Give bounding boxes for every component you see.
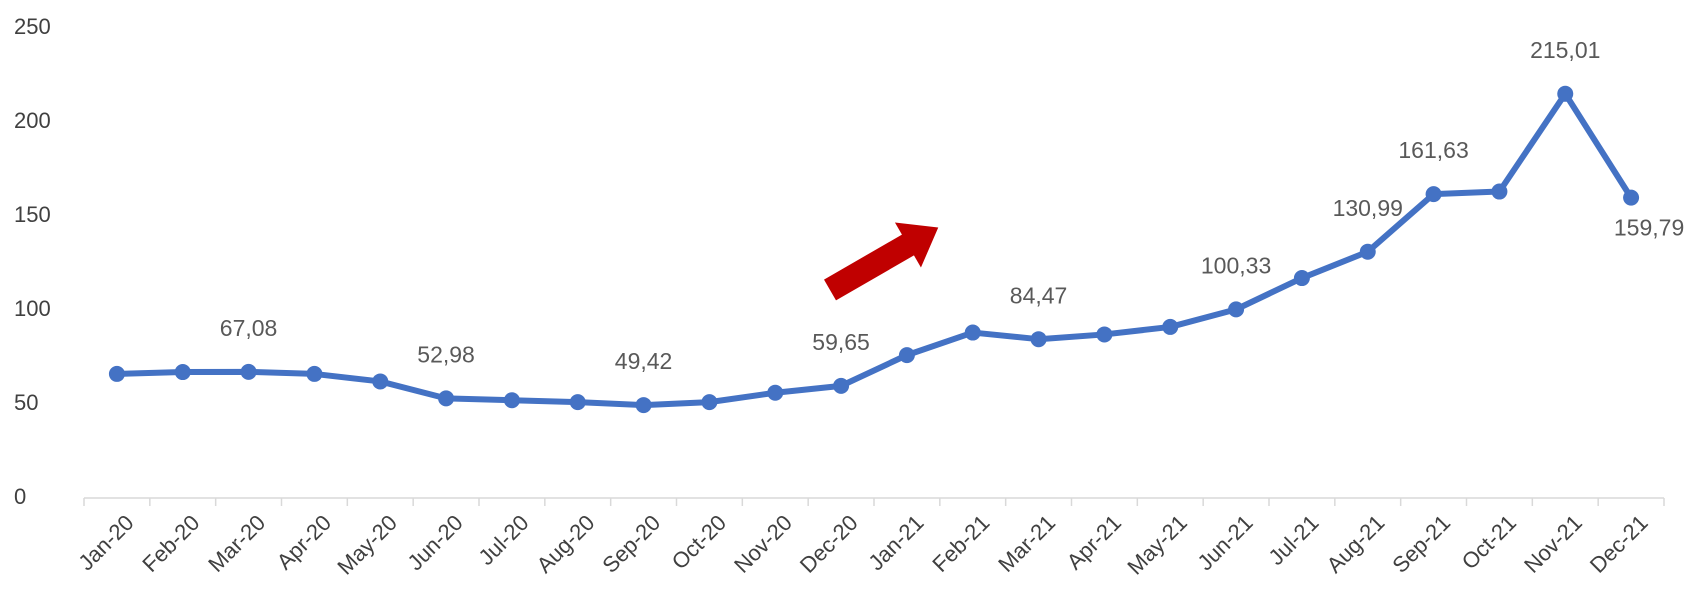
data-label: 49,42 bbox=[615, 348, 673, 374]
data-label: 59,65 bbox=[812, 329, 870, 355]
y-tick-label: 0 bbox=[14, 484, 26, 509]
x-tick-label: Aug-20 bbox=[532, 510, 600, 578]
data-point bbox=[569, 394, 586, 411]
trend-arrow bbox=[824, 222, 939, 301]
x-tick-label: Jan-21 bbox=[863, 510, 928, 575]
data-label: 84,47 bbox=[1010, 282, 1068, 308]
data-point bbox=[1623, 189, 1640, 206]
x-tick-label: May-20 bbox=[332, 510, 402, 580]
data-point bbox=[635, 397, 652, 414]
data-point bbox=[898, 347, 915, 364]
x-tick-label: Oct-21 bbox=[1457, 510, 1521, 574]
x-tick-label: Feb-21 bbox=[927, 510, 994, 577]
y-tick-label: 250 bbox=[14, 14, 51, 39]
y-tick-label: 50 bbox=[14, 390, 38, 415]
y-tick-label: 200 bbox=[14, 108, 51, 133]
x-tick-label: May-21 bbox=[1122, 510, 1192, 580]
data-point bbox=[1096, 326, 1113, 343]
x-tick-label: Sep-20 bbox=[597, 510, 665, 578]
x-tick-label: Dec-20 bbox=[795, 510, 863, 578]
data-point bbox=[503, 392, 520, 409]
data-label: 215,01 bbox=[1530, 37, 1600, 63]
data-label: 130,99 bbox=[1333, 195, 1403, 221]
data-point bbox=[964, 324, 981, 341]
data-point bbox=[438, 390, 455, 407]
data-point bbox=[372, 373, 389, 390]
data-point bbox=[1557, 85, 1574, 102]
data-point bbox=[1491, 183, 1508, 200]
data-point bbox=[108, 365, 125, 382]
data-point bbox=[767, 384, 784, 401]
x-tick-label: Jun-21 bbox=[1192, 510, 1257, 575]
x-tick-label: Oct-20 bbox=[667, 510, 731, 574]
data-label: 161,63 bbox=[1398, 137, 1468, 163]
x-tick-label: Nov-21 bbox=[1519, 510, 1587, 578]
y-tick-label: 150 bbox=[14, 202, 51, 227]
data-label: 67,08 bbox=[220, 315, 278, 341]
x-tick-label: Apr-20 bbox=[272, 510, 336, 574]
x-tick-label: Aug-21 bbox=[1322, 510, 1390, 578]
x-tick-label: Dec-21 bbox=[1585, 510, 1653, 578]
data-point bbox=[1425, 186, 1442, 203]
x-tick-label: Jan-20 bbox=[73, 510, 138, 575]
data-label: 100,33 bbox=[1201, 252, 1271, 278]
data-point bbox=[1162, 318, 1179, 335]
data-line bbox=[116, 90, 1634, 409]
data-label: 159,79 bbox=[1614, 215, 1684, 241]
data-label: 52,98 bbox=[417, 341, 475, 367]
data-point bbox=[174, 364, 191, 381]
data-point bbox=[1293, 270, 1310, 287]
x-tick-label: Mar-21 bbox=[993, 510, 1060, 577]
data-point bbox=[1359, 243, 1376, 260]
x-tick-label: Feb-20 bbox=[137, 510, 204, 577]
data-point bbox=[1228, 301, 1245, 318]
data-point bbox=[1030, 331, 1047, 348]
x-tick-label: Jul-20 bbox=[474, 510, 534, 570]
x-tick-label: Jul-21 bbox=[1264, 510, 1324, 570]
y-tick-label: 100 bbox=[14, 296, 51, 321]
data-point bbox=[240, 363, 257, 380]
data-point bbox=[306, 365, 323, 382]
x-tick-label: Jun-20 bbox=[402, 510, 467, 575]
x-tick-label: Apr-21 bbox=[1062, 510, 1126, 574]
data-point bbox=[701, 394, 718, 411]
data-point bbox=[833, 377, 850, 394]
x-tick-label: Mar-20 bbox=[203, 510, 270, 577]
x-tick-label: Nov-20 bbox=[729, 510, 797, 578]
x-tick-label: Sep-21 bbox=[1387, 510, 1455, 578]
